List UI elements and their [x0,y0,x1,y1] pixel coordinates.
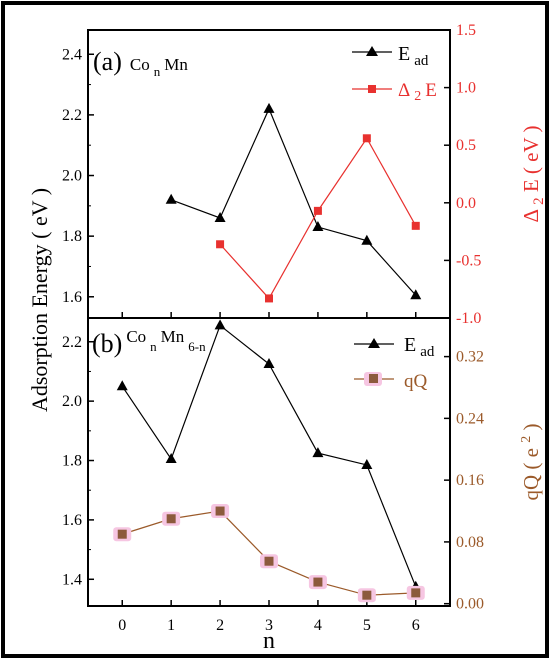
legend-b-ead-sub: ad [420,344,435,360]
right-tick-label-a: 0.0 [456,195,476,212]
data-point-qq-b [166,514,176,524]
x-tick-label: 3 [265,617,273,634]
data-point-delta-a [411,221,420,230]
left-tick-label-a: 2.2 [62,107,82,124]
right-tick-label-b: 0.08 [456,534,484,551]
legend-a-delta-base: Δ [398,80,410,101]
panel-a-system-mid: Mn [164,55,188,74]
left-tick-label-a: 1.6 [62,289,82,306]
x-axis-label: n [263,628,275,654]
legend-b-ead-label: E ad [404,334,435,360]
panel-a-system-base: Co [130,55,150,74]
right-axis-b-rest: ) [519,424,543,431]
left-tick-label-b: 1.8 [62,453,82,470]
right-tick-label-a: 1.5 [456,22,476,39]
panel-b-label: (b) Co n Mn 6-n [92,327,206,358]
panel-a-legend: E ad Δ 2 E [352,43,437,104]
right-tick-label-b: 0.32 [456,349,484,366]
data-point-ead-a [214,211,226,222]
x-tick-label: 4 [314,617,322,634]
right-tick-label-b: 0.24 [456,410,484,427]
panel-a-letter: (a) [93,47,122,76]
legend-a-delta-rest: E [425,80,437,101]
x-tick-label: 1 [167,617,175,634]
data-point-ead-b [263,358,275,369]
left-tick-label-b: 2.2 [62,334,82,351]
legend-a-delta-label: Δ 2 E [398,80,437,104]
right-axis-label-b: qQ ( e 2 ) [511,424,543,501]
data-point-delta-a [265,294,273,303]
data-point-qq-b [313,577,323,587]
legend-a-delta-sub: 2 [414,89,421,104]
data-point-qq-b [362,590,372,600]
data-point-ead-b [312,447,324,458]
data-point-ead-b [214,319,226,330]
right-tick-label-a: -1.0 [456,310,481,327]
data-point-ead-a [312,221,324,232]
x-tick-label: 6 [412,617,420,634]
panel-a-label: (a) Co n Mn [93,47,188,80]
legend-a-ead-sub: ad [414,53,429,69]
legend-b-ead-base: E [404,334,416,356]
panel-b-system-sub1: n [150,339,157,354]
left-tick-label-b: 1.6 [62,512,82,529]
right-tick-label-b: 0.16 [456,472,484,489]
panel-b-system-base: Co [126,327,146,346]
legend-b-qq-marker [369,374,378,383]
data-point-ead-b [116,380,128,391]
data-point-ead-a [263,102,275,113]
series-line-a-0 [170,107,417,296]
data-point-ead-a [410,289,422,300]
panel-b-system-mid: Mn [161,327,185,346]
left-tick-label-a: 2.0 [62,168,82,185]
right-tick-label-a: 1.0 [456,80,476,97]
data-point-qq-b [411,588,421,598]
legend-a-ead-label: E ad [398,43,429,69]
right-tick-label-a: -0.5 [456,252,481,269]
x-tick-label: 2 [216,617,224,634]
x-tick-label: 5 [363,617,371,634]
left-tick-label-b: 1.4 [62,571,82,588]
data-point-ead-b [361,458,373,469]
x-tick-label: 0 [118,617,126,634]
data-point-qq-b [264,556,274,566]
data-point-delta-a [216,240,225,249]
data-point-delta-a [313,206,322,215]
right-axis-b-sup: 2 [519,436,534,443]
right-tick-label-b: 0.00 [456,596,484,613]
data-point-delta-a [362,134,371,143]
right-axis-a-rest: E ( eV ) [519,125,543,192]
right-axis-label-a: Δ 2 E ( eV ) [519,125,548,222]
left-tick-label-b: 2.0 [62,393,82,410]
right-axis-a-base: Δ [519,210,543,223]
legend-a-ead-marker [366,46,378,56]
left-tick-label-a: 2.4 [62,46,82,63]
dynamic-layer: 1.6 1.8 2.0 2.2 2.4 -1.0 -0.5 0.0 0.5 1.0 1.5 1.4 1.… [62,22,484,634]
panel-b-legend: E ad qQ [354,334,435,392]
panel-b-letter: (b) [92,329,122,358]
right-axis-a-sub: 2 [531,197,547,205]
legend-a-delta-marker [368,85,376,93]
data-point-ead-a [165,193,177,204]
y-axis-label: Adsorption Energy ( eV ) [27,188,52,412]
legend-a-ead-base: E [398,43,410,65]
left-tick-label-a: 1.8 [62,228,82,245]
legend-b-qq-label: qQ [404,371,428,392]
right-axis-b-base: qQ ( e [519,448,543,500]
data-point-ead-a [361,234,373,245]
data-point-ead-b [165,453,177,464]
legend-b-ead-marker [368,338,380,348]
right-tick-label-a: 0.5 [456,137,476,154]
data-point-qq-b [117,529,127,539]
data-point-qq-b [215,506,225,516]
panel-b-system-sub2: 6-n [188,339,206,354]
panel-a-system-sub1: n [154,64,161,79]
